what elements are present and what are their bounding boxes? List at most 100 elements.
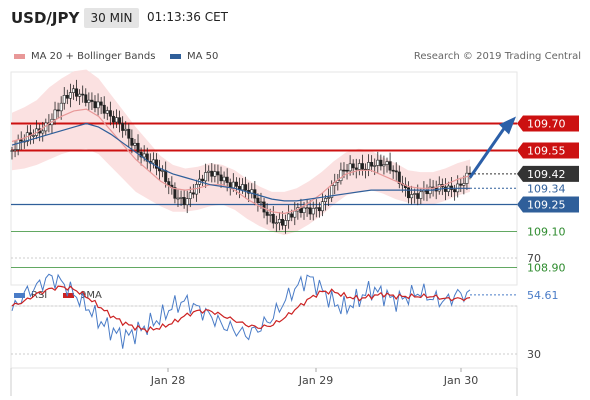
candle	[62, 87, 66, 110]
candle-body	[105, 110, 109, 114]
candle	[256, 193, 260, 212]
rsi-tick-30: 30	[527, 348, 541, 361]
candle	[188, 186, 192, 208]
candle	[216, 164, 220, 184]
candle	[161, 165, 165, 178]
candle-body	[419, 191, 423, 199]
candle-body	[308, 207, 312, 215]
candle-body	[327, 197, 331, 199]
candle	[96, 93, 100, 116]
candle-body	[115, 117, 119, 123]
legend-rsi: RSI	[14, 290, 47, 301]
candle-body	[416, 193, 420, 199]
candle	[78, 89, 82, 105]
candle	[10, 146, 14, 160]
candle	[191, 184, 195, 199]
candle	[173, 182, 177, 204]
candle-body	[167, 181, 171, 186]
candle	[274, 215, 278, 232]
legend-ma50-label: MA 50	[187, 51, 219, 62]
candle-body	[320, 201, 324, 212]
candle	[357, 159, 361, 176]
candle-body	[188, 192, 192, 199]
time-tick-label: Jan 28	[150, 374, 185, 387]
price-label-109.34: 109.34	[527, 182, 566, 195]
candle	[367, 154, 371, 177]
candle-body	[84, 94, 88, 103]
candle-body	[339, 169, 343, 182]
candle	[351, 159, 355, 176]
candle	[210, 163, 214, 183]
candle	[397, 165, 401, 189]
copyright-credit: Research © 2019 Trading Central	[413, 51, 581, 62]
candle-body	[142, 153, 146, 158]
candle	[41, 121, 45, 142]
candle-body	[462, 183, 466, 186]
candle-body	[124, 128, 128, 131]
candle	[68, 83, 72, 108]
candle-body	[459, 183, 463, 186]
rsi-panel-frame	[10, 305, 518, 369]
price-tag	[517, 115, 579, 132]
candle-body	[443, 186, 447, 192]
candle-body	[453, 189, 457, 193]
candle-body	[373, 165, 377, 167]
candle-body	[121, 123, 125, 131]
candle-body	[204, 172, 208, 182]
price-tag	[517, 142, 579, 159]
bollinger-band	[12, 69, 470, 236]
candle-body	[348, 163, 352, 172]
candle	[84, 88, 88, 107]
candle-body	[391, 169, 395, 172]
ma50-swatch	[170, 53, 181, 59]
candle	[284, 214, 288, 234]
candle-body	[216, 171, 220, 176]
candle	[280, 211, 284, 230]
price-label-109.55: 109.55	[517, 142, 579, 159]
candle-body	[302, 207, 306, 214]
timeframe-badge[interactable]: 30 MIN	[84, 8, 139, 28]
candle	[330, 180, 334, 202]
candle-body	[397, 171, 401, 184]
candle	[13, 140, 17, 158]
candle	[111, 110, 115, 129]
candle	[133, 138, 137, 150]
candle-body	[324, 198, 328, 202]
candle-body	[407, 187, 411, 199]
candle	[201, 174, 205, 187]
candle-body	[173, 187, 177, 199]
candle	[71, 84, 75, 100]
candle-body	[262, 201, 266, 213]
candle-body	[268, 214, 272, 216]
rsi-tick-70: 70	[527, 252, 541, 265]
legend-9ma: 9MA	[63, 290, 102, 301]
candle-body	[53, 109, 57, 120]
candle-body	[213, 171, 217, 177]
candle-body	[75, 88, 79, 97]
candle-body	[65, 95, 69, 99]
candle	[305, 199, 309, 217]
candle-body	[136, 142, 140, 153]
candle-body	[127, 128, 131, 139]
candle	[462, 175, 466, 195]
time-tick-label: Jan 29	[298, 374, 333, 387]
candle-body	[222, 176, 226, 182]
candle	[32, 129, 36, 144]
candle-body	[90, 99, 94, 102]
candle	[121, 116, 125, 138]
candle	[413, 188, 417, 204]
candle-body	[259, 201, 263, 204]
candle-body	[376, 159, 380, 166]
candle-body	[284, 220, 288, 226]
candle	[287, 205, 291, 229]
candle-body	[68, 92, 72, 99]
candle-body	[96, 101, 100, 109]
candle-body	[311, 208, 315, 215]
candle	[391, 165, 395, 179]
ma20-swatch	[14, 53, 25, 59]
rsi-ma-line	[11, 285, 471, 333]
candle-body	[201, 178, 205, 182]
candle-body	[241, 184, 245, 191]
candle	[354, 158, 358, 179]
